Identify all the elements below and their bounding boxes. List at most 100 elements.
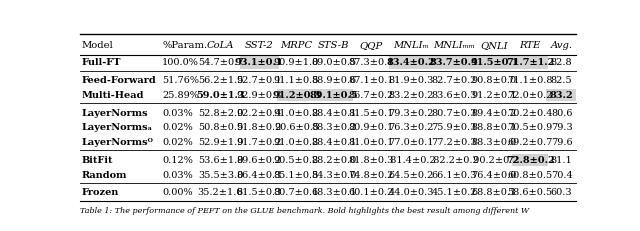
Text: 83.4±0.2: 83.4±0.2 bbox=[387, 58, 435, 67]
Text: 81.8±0.3: 81.8±0.3 bbox=[348, 155, 394, 164]
Text: 59.0±1.3: 59.0±1.3 bbox=[196, 91, 244, 99]
Text: 100.0%: 100.0% bbox=[163, 58, 199, 67]
Text: 80.6: 80.6 bbox=[551, 108, 572, 117]
Text: 88.4±0.1: 88.4±0.1 bbox=[311, 108, 356, 117]
Text: 0.03%: 0.03% bbox=[163, 108, 193, 117]
Text: MNLIₘₘ: MNLIₘₘ bbox=[433, 41, 475, 49]
Text: %Param.: %Param. bbox=[163, 41, 207, 49]
Text: 60.8±0.5: 60.8±0.5 bbox=[508, 170, 553, 179]
Text: 91.2±0.3: 91.2±0.3 bbox=[272, 91, 321, 99]
Text: 81.1: 81.1 bbox=[551, 155, 573, 164]
Text: 60.3: 60.3 bbox=[551, 188, 572, 197]
Text: 81.0±0.1: 81.0±0.1 bbox=[348, 137, 394, 146]
Text: 0.00%: 0.00% bbox=[163, 188, 193, 197]
Text: CoLA: CoLA bbox=[207, 41, 234, 49]
Text: 68.8±0.1: 68.8±0.1 bbox=[472, 188, 517, 197]
Text: 91.2±0.1: 91.2±0.1 bbox=[472, 91, 517, 99]
Text: 72.8±0.2: 72.8±0.2 bbox=[506, 155, 554, 164]
Text: 84.3±0.0: 84.3±0.0 bbox=[311, 170, 356, 179]
Text: 76.4±0.0: 76.4±0.0 bbox=[472, 170, 517, 179]
Text: 86.7±0.2: 86.7±0.2 bbox=[348, 91, 394, 99]
Text: 91.8±0.2: 91.8±0.2 bbox=[237, 123, 282, 132]
Text: 77.2±0.3: 77.2±0.3 bbox=[431, 137, 477, 146]
Text: 83.2±0.2: 83.2±0.2 bbox=[388, 91, 434, 99]
Text: 52.8±2.0: 52.8±2.0 bbox=[198, 108, 243, 117]
Text: LayerNormsᴼ: LayerNormsᴼ bbox=[82, 137, 154, 146]
Text: 64.5±0.2: 64.5±0.2 bbox=[388, 170, 434, 179]
Text: 50.8±0.5: 50.8±0.5 bbox=[198, 123, 243, 132]
Text: 81.5±0.3: 81.5±0.3 bbox=[237, 188, 282, 197]
Text: 54.7±0.7: 54.7±0.7 bbox=[198, 58, 243, 67]
Text: 82.2±0.2: 82.2±0.2 bbox=[430, 155, 479, 164]
Text: 87.1±0.1: 87.1±0.1 bbox=[348, 76, 394, 85]
Text: 79.6: 79.6 bbox=[551, 137, 572, 146]
Text: Table 1: The performance of PEFT on the GLUE benchmark. Bold highlights the best: Table 1: The performance of PEFT on the … bbox=[80, 207, 529, 214]
Bar bbox=[431, 57, 477, 70]
Text: 88.3±0.0: 88.3±0.0 bbox=[472, 137, 517, 146]
Text: 82.5: 82.5 bbox=[551, 76, 572, 85]
Text: 88.8±0.1: 88.8±0.1 bbox=[472, 123, 517, 132]
Text: 92.9±0.3: 92.9±0.3 bbox=[237, 91, 282, 99]
Text: Full-FT: Full-FT bbox=[82, 58, 122, 67]
Text: 90.2±0.2: 90.2±0.2 bbox=[470, 155, 518, 164]
Text: STS-B: STS-B bbox=[318, 41, 349, 49]
Text: RTE: RTE bbox=[520, 41, 541, 49]
Bar bbox=[239, 57, 279, 70]
Text: Random: Random bbox=[82, 170, 127, 179]
Text: 45.1±0.2: 45.1±0.2 bbox=[431, 188, 477, 197]
Text: 80.9±0.1: 80.9±0.1 bbox=[348, 123, 394, 132]
Bar bbox=[512, 57, 548, 70]
Text: 70.5±0.9: 70.5±0.9 bbox=[508, 123, 553, 132]
Text: 80.7±0.3: 80.7±0.3 bbox=[431, 108, 477, 117]
Text: Model: Model bbox=[82, 41, 114, 49]
Text: 75.9±0.3: 75.9±0.3 bbox=[431, 123, 477, 132]
Text: 25.89%: 25.89% bbox=[163, 91, 199, 99]
Text: 71.7±1.2: 71.7±1.2 bbox=[506, 58, 554, 67]
Text: Feed-Forward: Feed-Forward bbox=[82, 76, 157, 85]
Text: 91.5±0.1: 91.5±0.1 bbox=[470, 58, 518, 67]
Text: 74.8±0.2: 74.8±0.2 bbox=[348, 170, 394, 179]
Text: 90.8±0.0: 90.8±0.0 bbox=[472, 76, 517, 85]
Bar bbox=[475, 57, 514, 70]
Text: 0.02%: 0.02% bbox=[163, 137, 193, 146]
Text: 89.1±0.5: 89.1±0.5 bbox=[309, 91, 358, 99]
Text: Frozen: Frozen bbox=[82, 188, 119, 197]
Text: 85.1±0.5: 85.1±0.5 bbox=[274, 170, 319, 179]
Text: LayerNormsₐ: LayerNormsₐ bbox=[82, 123, 153, 132]
Text: 90.6±0.5: 90.6±0.5 bbox=[274, 123, 319, 132]
Text: 93.1±0.1: 93.1±0.1 bbox=[235, 58, 284, 67]
Text: 70.4: 70.4 bbox=[551, 170, 573, 179]
Text: 44.0±0.3: 44.0±0.3 bbox=[388, 188, 434, 197]
Bar bbox=[512, 154, 548, 167]
Text: 58.6±0.5: 58.6±0.5 bbox=[508, 188, 553, 197]
Text: 89.4±0.2: 89.4±0.2 bbox=[472, 108, 517, 117]
Text: 60.1±0.2: 60.1±0.2 bbox=[348, 188, 394, 197]
Text: 83.6±0.3: 83.6±0.3 bbox=[431, 91, 477, 99]
Text: LayerNorms: LayerNorms bbox=[82, 108, 148, 117]
Text: BitFit: BitFit bbox=[82, 155, 113, 164]
Text: 88.9±0.6: 88.9±0.6 bbox=[311, 76, 356, 85]
Text: QNLI: QNLI bbox=[481, 41, 508, 49]
Text: 80.7±0.1: 80.7±0.1 bbox=[274, 188, 319, 197]
Text: Multi-Head: Multi-Head bbox=[82, 91, 145, 99]
Text: 0.12%: 0.12% bbox=[163, 155, 193, 164]
Text: 69.2±0.7: 69.2±0.7 bbox=[508, 137, 553, 146]
Text: 52.9±1.9: 52.9±1.9 bbox=[198, 137, 243, 146]
Text: QQP: QQP bbox=[360, 41, 383, 49]
Bar bbox=[547, 89, 577, 102]
Text: SST-2: SST-2 bbox=[245, 41, 273, 49]
Text: 91.7±0.2: 91.7±0.2 bbox=[236, 137, 282, 146]
Text: 89.0±0.5: 89.0±0.5 bbox=[311, 58, 356, 67]
Text: 35.2±1.6: 35.2±1.6 bbox=[198, 188, 243, 197]
Text: 71.1±0.8: 71.1±0.8 bbox=[508, 76, 553, 85]
Text: 77.0±0.1: 77.0±0.1 bbox=[388, 137, 434, 146]
Text: 51.76%: 51.76% bbox=[163, 76, 199, 85]
Text: 83.7±0.4: 83.7±0.4 bbox=[430, 58, 479, 67]
Text: 0.03%: 0.03% bbox=[163, 170, 193, 179]
Text: 82.7±0.2: 82.7±0.2 bbox=[431, 76, 477, 85]
Bar bbox=[277, 89, 316, 102]
Text: 91.0±0.2: 91.0±0.2 bbox=[274, 108, 319, 117]
Text: 56.2±1.5: 56.2±1.5 bbox=[198, 76, 243, 85]
Text: 79.3±0.2: 79.3±0.2 bbox=[388, 108, 434, 117]
Text: 35.5±3.0: 35.5±3.0 bbox=[198, 170, 243, 179]
